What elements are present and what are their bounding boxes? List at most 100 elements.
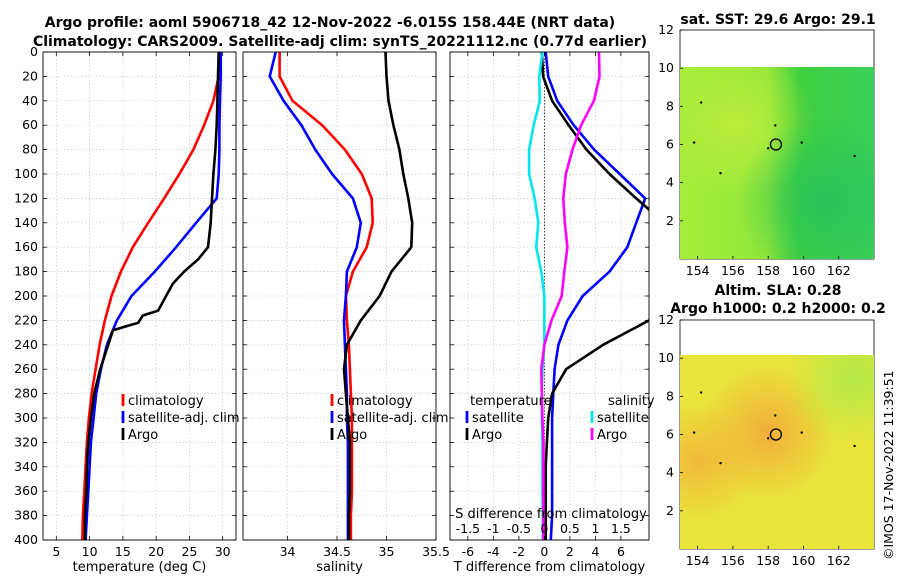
differences-xtick-label: 6 bbox=[617, 544, 625, 559]
temperature-series-argo bbox=[83, 52, 220, 540]
sst_map-island bbox=[692, 141, 696, 144]
salinity-xtick-label: 34.5 bbox=[323, 544, 351, 559]
temperature-xtick-label: 10 bbox=[82, 544, 98, 559]
sst_map-xtick-label: 162 bbox=[827, 263, 851, 278]
s-axis-tick-label: -0.5 bbox=[507, 521, 531, 536]
legend-temperature-title: temperature bbox=[470, 394, 552, 409]
s-axis-tick-label: 1.5 bbox=[611, 521, 631, 536]
figure-title-line1: Argo profile: aoml 5906718_42 12-Nov-202… bbox=[45, 15, 615, 31]
sst_map-island bbox=[699, 101, 703, 104]
sst_map-xtick-label: 160 bbox=[792, 263, 816, 278]
legend-t-argo-label: Argo bbox=[472, 428, 502, 443]
sla_map-island bbox=[800, 431, 803, 434]
depth-tick-label: 140 bbox=[14, 215, 38, 230]
sla_map-ytick-label: 12 bbox=[658, 312, 674, 327]
differences-series-t-argo bbox=[540, 52, 649, 540]
sst_map-ytick-label: 12 bbox=[658, 22, 674, 37]
depth-tick-label: 360 bbox=[14, 483, 38, 498]
sst-map-title: sat. SST: 29.6 Argo: 29.1 bbox=[680, 12, 875, 28]
s-axis-tick-label: 1 bbox=[591, 521, 599, 536]
sst_map-ytick-label: 10 bbox=[658, 60, 674, 75]
imos-timestamp: ©IMOS 17-Nov-2022 11:39:51 bbox=[881, 370, 896, 560]
salinity-xlabel: salinity bbox=[316, 560, 363, 575]
legend-t-satellite-label: satellite bbox=[472, 411, 524, 426]
s-axis-tick-label: -1.5 bbox=[456, 521, 480, 536]
sst_map-island bbox=[719, 171, 722, 175]
s-axis-tick-label: 0.5 bbox=[560, 521, 580, 536]
sla-map-title-line1: Altim. SLA: 0.28 bbox=[714, 283, 841, 299]
depth-tick-label: 180 bbox=[14, 264, 38, 279]
differences-xtick-label: 2 bbox=[566, 544, 574, 559]
temperature-xtick-label: 25 bbox=[181, 544, 197, 559]
sla-low-region bbox=[680, 355, 874, 549]
depth-tick-label: 80 bbox=[22, 142, 38, 157]
sst_map-xtick-label: 154 bbox=[686, 263, 710, 278]
sst_map-ytick-label: 8 bbox=[666, 98, 674, 113]
salinity-legend-item-label: climatology bbox=[337, 394, 413, 409]
figure-title-line2: Climatology: CARS2009. Satellite-adj cli… bbox=[33, 34, 647, 50]
depth-tick-label: 320 bbox=[14, 434, 38, 449]
sst_map-island bbox=[800, 141, 803, 144]
salinity-xtick-label: 35.5 bbox=[422, 544, 450, 559]
s-axis-tick-label: -1 bbox=[487, 521, 499, 536]
salinity-series-argo bbox=[342, 52, 414, 540]
differences-xtick-label: 0 bbox=[540, 544, 548, 559]
depth-tick-label: 380 bbox=[14, 508, 38, 523]
sla_map-island bbox=[699, 391, 703, 394]
legend-s-argo-label: Argo bbox=[597, 428, 627, 443]
sst_map-xtick-label: 156 bbox=[721, 263, 745, 278]
s-axis-label: S difference from climatology bbox=[455, 507, 647, 522]
depth-tick-label: 300 bbox=[14, 410, 38, 425]
sla_map-island bbox=[774, 414, 777, 417]
temperature-xtick-label: 30 bbox=[215, 544, 231, 559]
salinity-legend-item-label: satellite-adj. clim bbox=[337, 411, 449, 426]
depth-tick-label: 340 bbox=[14, 459, 38, 474]
sla_map-ytick-label: 4 bbox=[666, 465, 674, 480]
sst-map: sat. SST: 29.6 Argo: 29.1 154 156 158 160 16… bbox=[658, 12, 876, 278]
sla_map-island bbox=[766, 437, 770, 440]
sla_map-xtick-label: 154 bbox=[686, 553, 710, 568]
sst_map-island bbox=[766, 147, 770, 150]
salinity-xtick-label: 35 bbox=[379, 544, 395, 559]
differences-xlabel: T difference from climatology bbox=[453, 560, 646, 575]
sst_map-ytick-label: 4 bbox=[666, 175, 674, 190]
differences-xtick-label: -6 bbox=[462, 544, 475, 559]
differences-legend: temperature satellite Argo salinity satellit… bbox=[465, 394, 655, 443]
temperature-xtick-label: 20 bbox=[148, 544, 164, 559]
sla_map-ytick-label: 6 bbox=[666, 427, 674, 442]
legend-salinity-title: salinity bbox=[608, 394, 655, 409]
differences-xtick-label: -4 bbox=[487, 544, 500, 559]
temperature-series-climatology bbox=[81, 52, 222, 540]
differences-xtick-label: -2 bbox=[513, 544, 525, 559]
depth-tick-label: 240 bbox=[14, 337, 38, 352]
temperature-series-satellite-adj-clim bbox=[84, 52, 222, 540]
depth-tick-label: 40 bbox=[22, 93, 38, 108]
sla_map-ytick-label: 8 bbox=[666, 388, 674, 403]
depth-tick-label: 20 bbox=[22, 68, 38, 83]
differences-xtick-label: 4 bbox=[591, 544, 599, 559]
temperature-legend-item-label: Argo bbox=[128, 428, 158, 443]
salinity-legend: climatology satellite-adj. clim Argo bbox=[330, 394, 449, 443]
temperature-panel: 5 10 15 20 25 30 temperature (deg C) 0 20 40 60 80 1… bbox=[14, 44, 239, 575]
sla_map-island bbox=[719, 461, 722, 465]
sla_map-island bbox=[853, 444, 856, 448]
temperature-legend-item-label: satellite-adj. clim bbox=[128, 411, 240, 426]
salinity-series-satellite-adj-clim bbox=[268, 52, 363, 540]
sla_map-ytick-label: 10 bbox=[658, 350, 674, 365]
depth-tick-label: 200 bbox=[14, 288, 38, 303]
sla-map: Altim. SLA: 0.28 Argo h1000: 0.2 h2000: … bbox=[658, 283, 886, 568]
sla_map-xtick-label: 160 bbox=[792, 553, 816, 568]
temperature-xtick-label: 15 bbox=[115, 544, 131, 559]
depth-tick-label: 260 bbox=[14, 361, 38, 376]
temperature-legend: climatology satellite-adj. clim Argo bbox=[121, 394, 240, 443]
differences-series-s-argo bbox=[539, 52, 601, 540]
sst_map-island bbox=[853, 154, 856, 158]
depth-tick-label: 100 bbox=[14, 166, 38, 181]
sst_map-argo-position-marker bbox=[769, 138, 783, 151]
sla_map-xtick-label: 156 bbox=[721, 553, 745, 568]
salinity-panel: 34 34.5 35 35.5 salinity climatology satellite… bbox=[242, 51, 450, 575]
temperature-legend-item-label: climatology bbox=[128, 394, 204, 409]
depth-tick-label: 280 bbox=[14, 386, 38, 401]
sst-cool-region bbox=[680, 67, 874, 259]
sla_map-xtick-label: 158 bbox=[756, 553, 780, 568]
